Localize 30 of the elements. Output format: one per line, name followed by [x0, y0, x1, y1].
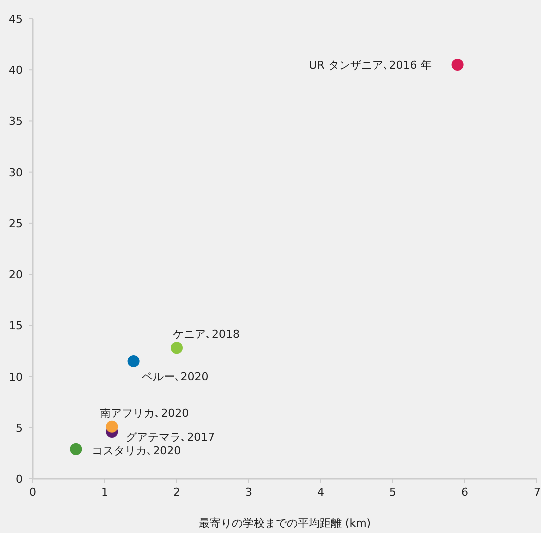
y-tick-label: 20	[9, 268, 23, 282]
series-label: ケニア､2018	[173, 328, 240, 342]
point	[128, 355, 140, 368]
y-tick-label: 35	[9, 115, 23, 128]
x-tick-label: 6	[462, 486, 468, 499]
x-tick-label: 5	[390, 486, 396, 499]
point	[70, 443, 82, 456]
y-tick-label: 40	[9, 64, 23, 78]
series-label: 南アフリカ､2020	[100, 406, 190, 420]
series-label: グアテマラ､2017	[126, 430, 216, 444]
x-tick-label: 2	[174, 486, 180, 499]
point	[106, 420, 118, 433]
y-tick-label: 25	[9, 217, 23, 230]
y-tick-label: 5	[16, 422, 23, 435]
series-label: コスタリカ､2020	[92, 444, 182, 458]
y-tick-label: 10	[9, 370, 23, 384]
x-tick-label: 7	[534, 486, 541, 499]
series-label: ペルー､2020	[142, 370, 209, 384]
y-tick-label: 45	[9, 13, 23, 26]
point	[171, 342, 183, 354]
point	[452, 59, 464, 71]
x-tick-label: 4	[318, 486, 324, 499]
x-axis-title: 最寄りの学校までの平均距離 (km)	[198, 517, 372, 530]
x-tick-label: 3	[246, 486, 252, 499]
y-tick-label: 30	[9, 166, 23, 180]
x-tick-label: 1	[102, 486, 108, 499]
x-tick-label: 0	[30, 486, 36, 499]
series-label: UR タンザニア､2016 年	[309, 59, 432, 72]
y-tick-label: 0	[16, 473, 23, 486]
y-tick-label: 15	[9, 320, 23, 333]
